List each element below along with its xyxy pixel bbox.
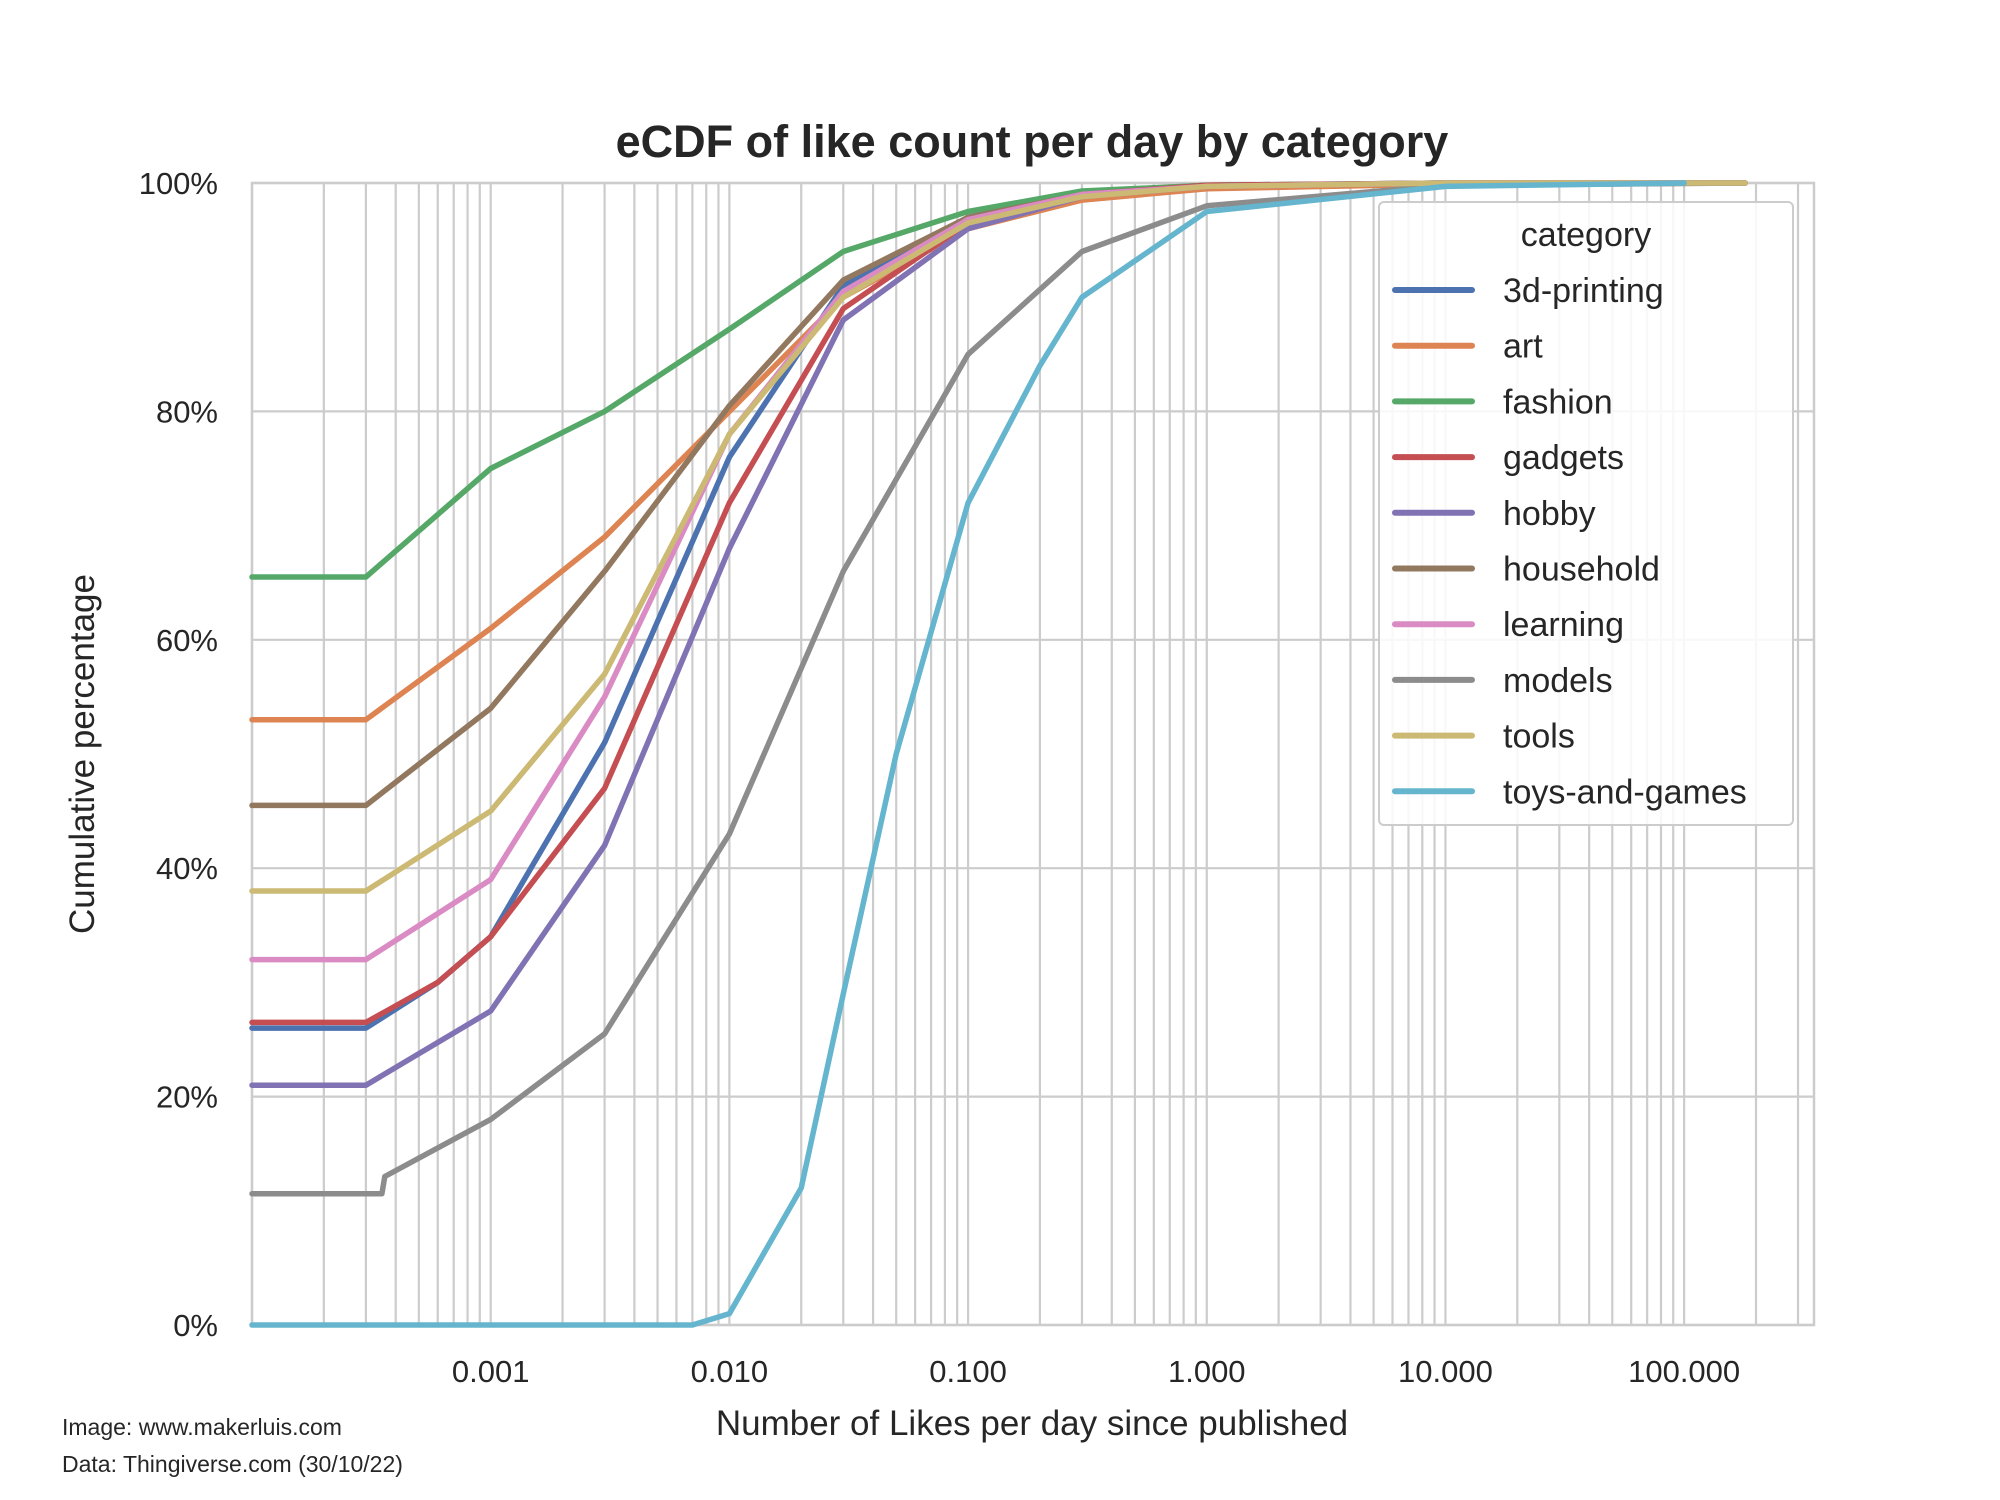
x-tick-label: 0.100 [929, 1354, 1007, 1389]
image-credit: Image: www.makerluis.com [62, 1414, 342, 1440]
plot-frame [250, 181, 1816, 1327]
y-tick-label: 20% [156, 1080, 218, 1115]
chart-title: eCDF of like count per day by category [616, 116, 1449, 167]
y-tick-label: 0% [173, 1308, 218, 1343]
series-line-tools [249, 180, 1748, 894]
x-tick-label: 0.010 [691, 1354, 769, 1389]
legend-label-toys-and-games: toys-and-games [1503, 773, 1747, 811]
legend-label-fashion: fashion [1503, 383, 1613, 421]
x-tick-label: 100.000 [1628, 1354, 1740, 1389]
grid [250, 181, 1814, 1327]
legend-label-household: household [1503, 551, 1660, 589]
y-axis-label: Cumulative percentage [63, 574, 102, 934]
legend-box [1378, 201, 1794, 826]
x-tick-labels: 0.001 0.010 0.100 1.000 10.000 100.000 [452, 1354, 1740, 1389]
y-tick-label: 80% [156, 394, 218, 429]
legend-label-learning: learning [1503, 606, 1624, 644]
data-credit: Data: Thingiverse.com (30/10/22) [62, 1451, 403, 1477]
y-tick-label: 40% [156, 851, 218, 886]
legend-label-3d-printing: 3d-printing [1503, 272, 1664, 310]
legend-label-tools: tools [1503, 718, 1575, 756]
legend-label-gadgets: gadgets [1503, 439, 1624, 477]
x-axis-label: Number of Likes per day since published [716, 1404, 1348, 1443]
series-lines [249, 180, 1748, 1328]
y-tick-label: 60% [156, 623, 218, 658]
y-tick-label: 100% [139, 166, 218, 201]
legend-label-hobby: hobby [1503, 495, 1596, 533]
x-tick-label: 0.001 [452, 1354, 530, 1389]
series-line-models [249, 180, 1748, 1197]
series-line-toys-and-games [249, 180, 1687, 1328]
y-tick-labels: 0% 20% 40% 60% 80% 100% [139, 166, 218, 1343]
legend-title: category [1521, 216, 1651, 254]
x-tick-label: 1.000 [1168, 1354, 1246, 1389]
legend: category 3d-printing art fashion gadgets hob… [1378, 201, 1794, 826]
legend-label-art: art [1503, 328, 1543, 366]
x-tick-label: 10.000 [1398, 1354, 1493, 1389]
legend-label-models: models [1503, 662, 1613, 700]
